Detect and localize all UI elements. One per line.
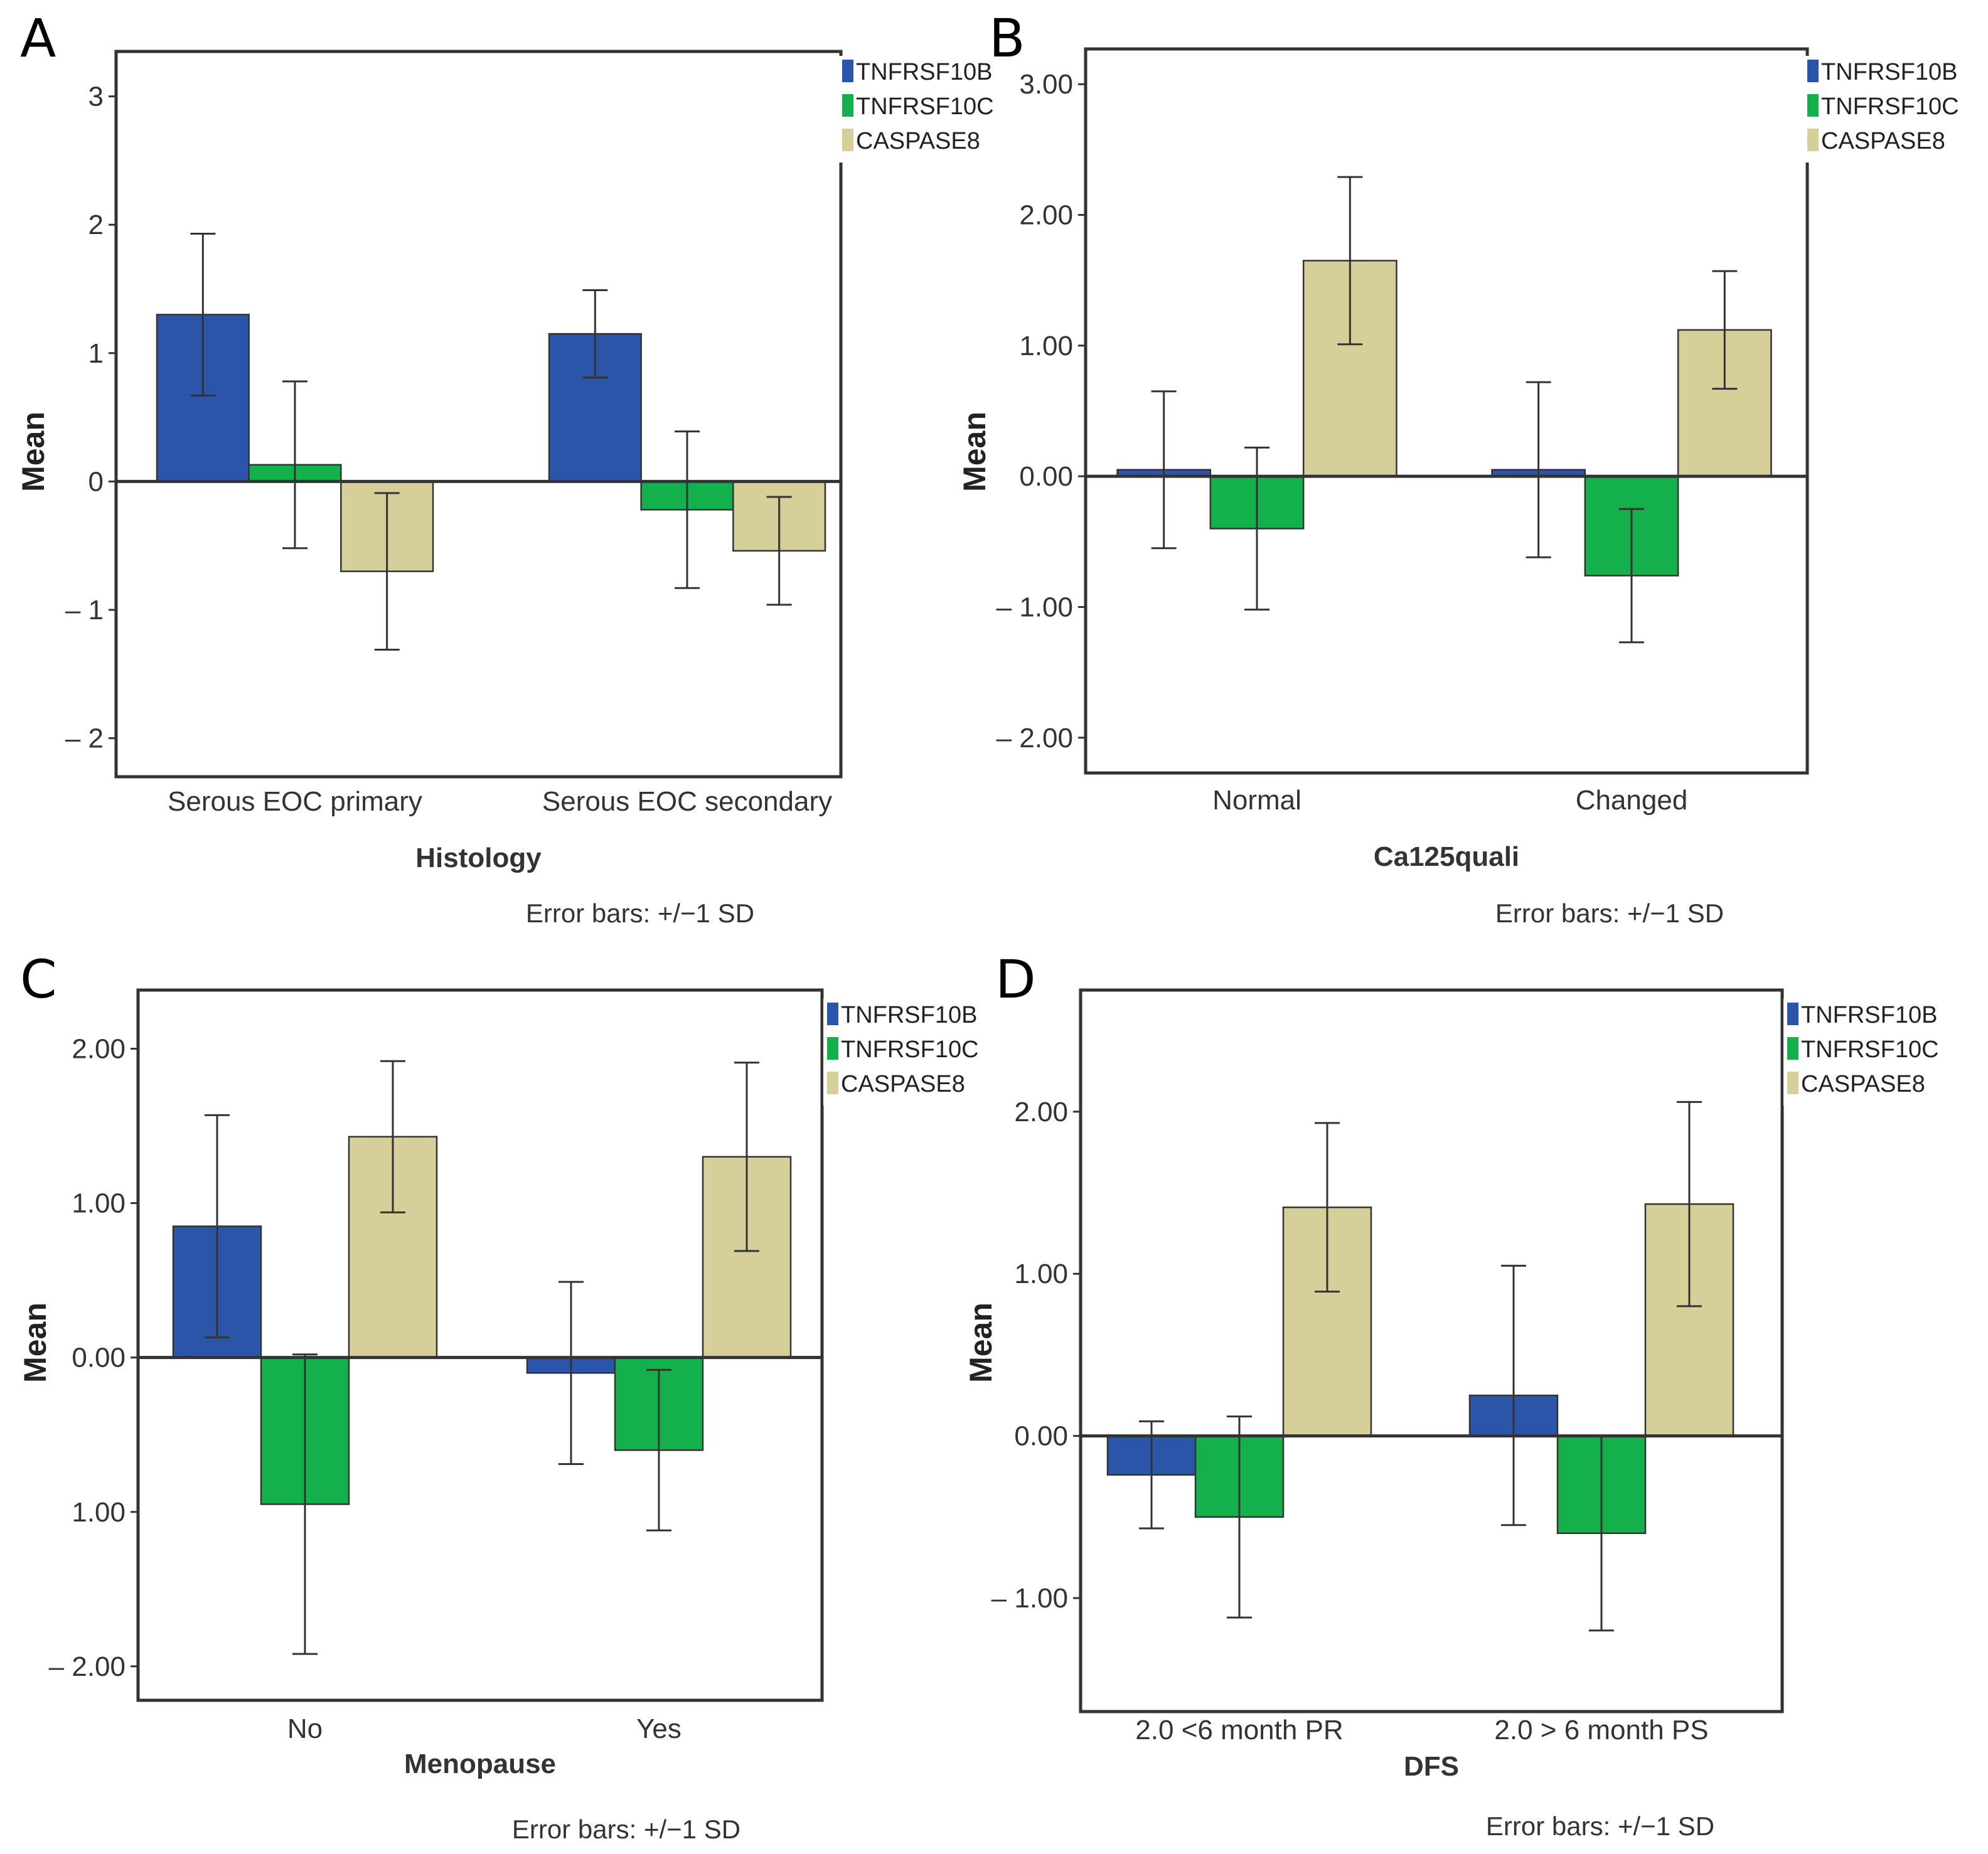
legend-background [838,56,1008,162]
legend-swatch-tnfrsf10c [842,94,853,117]
y-axis-label: Mean [957,412,992,492]
legend-label: TNFRSF10C [856,93,994,120]
legend-swatch-tnfrsf10c [1787,1037,1798,1060]
panel-a: A 3 2 1 0 – 1 – 2 Serous EOC primary Serous EOC … [16,8,1008,928]
legend-swatch-caspase8 [1787,1072,1798,1094]
y-tick-label: 1.00 [72,1188,126,1219]
y-axis-label: Mean [963,1303,998,1383]
legend-label: CASPASE8 [1821,128,1945,154]
y-tick-label: 0.00 [1014,1421,1068,1452]
legend-label: CASPASE8 [841,1071,965,1097]
panel-c: C 2.00 1.00 0.00 1.00 – 2.00 No Yes Mean Menopaus… [18,949,993,1844]
panel-letter: C [20,949,57,1010]
y-axis-label: Mean [18,1303,53,1383]
legend-swatch-tnfrsf10b [1787,1003,1798,1025]
y-tick-label: 2.00 [1014,1097,1068,1127]
y-tick-label: 1.00 [1019,331,1073,361]
panel-d: D 2.00 1.00 0.00 – 1.00 2.0 <6 month PR 2.0 > … [963,949,1953,1841]
legend-swatch-tnfrsf10b [1807,60,1819,82]
y-tick-label: 1 [88,338,104,369]
panel-letter: B [989,8,1025,69]
legend-label: TNFRSF10B [1801,1002,1937,1028]
category-label: Serous EOC primary [168,786,422,817]
category-label: No [287,1713,323,1744]
y-tick-label: 2.00 [72,1034,126,1065]
legend-swatch-caspase8 [842,129,853,151]
legend-label: CASPASE8 [1801,1071,1925,1097]
legend-swatch-tnfrsf10c [827,1037,838,1060]
legend-swatch-tnfrsf10b [842,60,853,82]
legend-swatch-caspase8 [827,1072,838,1094]
legend-label: CASPASE8 [856,128,980,154]
legend-swatch-tnfrsf10c [1807,94,1819,117]
y-tick-label: – 1.00 [991,1583,1068,1614]
category-label: Changed [1576,785,1688,816]
y-tick-label: 0 [88,466,104,497]
legend-label: TNFRSF10C [841,1036,979,1063]
y-tick-label: – 2.00 [49,1651,126,1682]
legend-label: TNFRSF10C [1801,1036,1939,1063]
error-bar-note: Error bars: +/−1 SD [1495,898,1724,928]
y-tick-label: – 1 [65,595,104,626]
panel-b: B3.00 2.00 1.00 0.00 – 1.00 – 2.00 Normal Chang… [957,8,1973,928]
legend-label: TNFRSF10B [1821,59,1957,85]
category-label: 2.0 <6 month PR [1135,1715,1343,1745]
error-bar-note: Error bars: +/−1 SD [512,1814,740,1844]
y-tick-label: – 2.00 [997,723,1073,754]
y-tick-label: 1.00 [1014,1259,1068,1289]
y-tick-label: 3.00 [1019,69,1073,100]
y-tick-label: 3 [88,82,104,112]
panel-letter: D [995,949,1036,1010]
category-label: Normal [1212,785,1301,816]
x-axis-label: Ca125quali [1374,841,1519,872]
y-tick-label: 2.00 [1019,200,1073,231]
category-label: 2.0 > 6 month PS [1494,1715,1708,1745]
error-bar-note: Error bars: +/−1 SD [1486,1811,1714,1841]
y-tick-label: 2 [88,210,104,240]
legend-background [1783,999,1953,1105]
legend-label: TNFRSF10B [841,1002,977,1028]
x-axis-label: Menopause [404,1749,556,1779]
category-label: Serous EOC secondary [542,786,832,817]
legend-label: TNFRSF10C [1821,93,1959,120]
panel-letter: A [20,8,56,69]
y-tick-label: 0.00 [72,1343,126,1373]
category-label: Yes [636,1713,681,1744]
legend-background [1804,56,1973,162]
y-tick-label: – 1.00 [997,592,1073,622]
legend-swatch-caspase8 [1807,129,1819,151]
error-bar-note: Error bars: +/−1 SD [526,898,754,928]
y-axis-label: Mean [16,412,51,492]
x-axis-label: Histology [415,843,542,873]
legend-background [823,999,993,1105]
y-tick-label: 0.00 [1019,461,1073,492]
legend-swatch-tnfrsf10b [827,1003,838,1025]
x-axis-label: DFS [1404,1751,1459,1782]
y-tick-label: – 2 [65,723,104,754]
y-tick-label: 1.00 [72,1497,126,1528]
legend-label: TNFRSF10B [856,59,992,85]
